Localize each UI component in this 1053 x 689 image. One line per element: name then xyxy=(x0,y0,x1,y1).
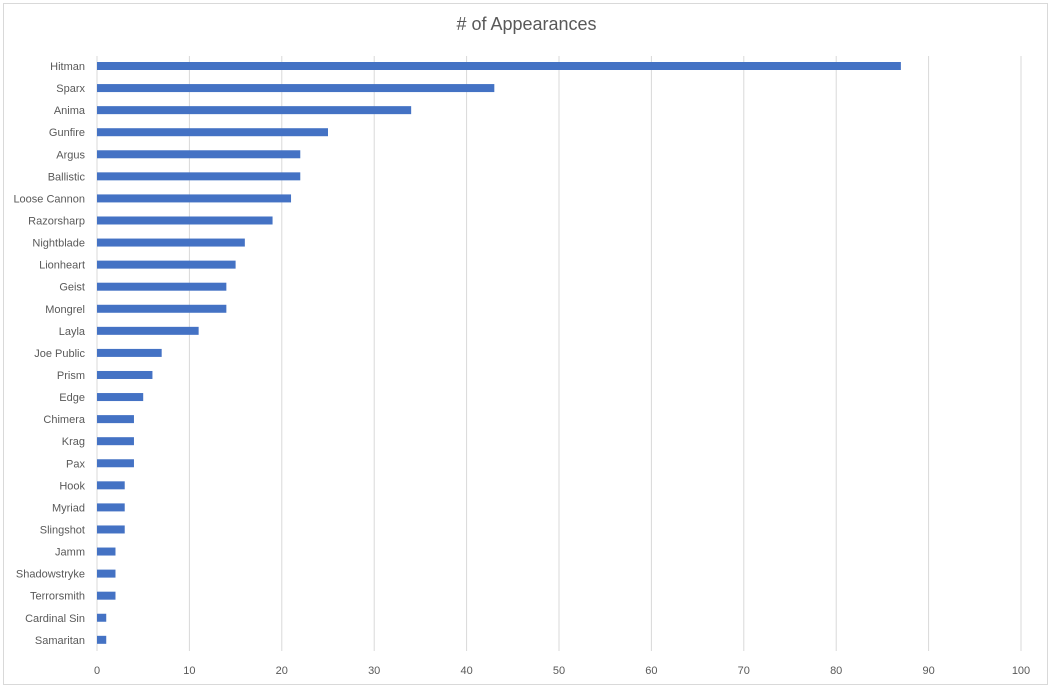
bar xyxy=(97,569,116,578)
bar xyxy=(97,393,144,402)
bar xyxy=(97,150,301,159)
x-tick-label: 80 xyxy=(830,665,842,677)
bar xyxy=(97,260,236,269)
bar xyxy=(97,437,134,446)
bar xyxy=(97,415,134,424)
category-label: Lionheart xyxy=(39,260,85,272)
bar xyxy=(97,106,412,115)
category-label: Prism xyxy=(57,370,85,382)
bar xyxy=(97,503,125,512)
category-label: Argus xyxy=(56,149,85,161)
bar xyxy=(97,613,107,622)
x-tick-label: 90 xyxy=(922,665,934,677)
category-label: Hitman xyxy=(50,61,85,73)
category-label: Samaritan xyxy=(35,635,85,647)
category-label: Chimera xyxy=(43,414,85,426)
category-label: Razorsharp xyxy=(28,215,85,227)
bar xyxy=(97,172,301,181)
category-label: Krag xyxy=(62,436,85,448)
bar xyxy=(97,348,162,357)
category-label: Ballistic xyxy=(48,171,86,183)
category-label: Edge xyxy=(59,392,85,404)
category-label: Slingshot xyxy=(40,524,85,536)
bar xyxy=(97,547,116,556)
x-tick-label: 50 xyxy=(553,665,565,677)
bar xyxy=(97,238,245,247)
bar xyxy=(97,84,495,93)
bar xyxy=(97,282,227,291)
x-tick-label: 0 xyxy=(94,665,100,677)
x-tick-label: 60 xyxy=(645,665,657,677)
x-axis-tick-labels: 0 10 20 30 40 50 60 70 80 90 100 xyxy=(94,665,1030,677)
category-label: Loose Cannon xyxy=(13,193,85,205)
bar xyxy=(97,370,153,379)
category-label: Sparx xyxy=(56,83,85,95)
category-label: Pax xyxy=(66,458,85,470)
x-tick-label: 30 xyxy=(368,665,380,677)
category-label: Hook xyxy=(59,480,85,492)
gridlines xyxy=(96,56,1022,651)
bars xyxy=(97,62,901,644)
category-label: Joe Public xyxy=(34,348,85,360)
bar xyxy=(97,459,134,468)
category-label: Myriad xyxy=(52,502,85,514)
bar xyxy=(97,591,116,600)
category-label: Geist xyxy=(59,282,85,294)
bar xyxy=(97,304,227,313)
x-tick-label: 70 xyxy=(738,665,750,677)
category-label: Jamm xyxy=(55,547,85,559)
bar xyxy=(97,128,328,137)
x-tick-label: 100 xyxy=(1012,665,1030,677)
category-label: Nightblade xyxy=(32,238,85,250)
category-label: Mongrel xyxy=(45,304,85,316)
x-tick-label: 20 xyxy=(276,665,288,677)
bar xyxy=(97,194,292,203)
bar xyxy=(97,481,125,490)
x-tick-label: 10 xyxy=(183,665,195,677)
category-labels: Hitman Sparx Anima Gunfire Argus Ballistic Loo… xyxy=(13,61,85,647)
category-label: Cardinal Sin xyxy=(25,613,85,625)
bar xyxy=(97,525,125,534)
category-label: Gunfire xyxy=(49,127,85,139)
chart-area xyxy=(3,3,1048,685)
x-tick-label: 40 xyxy=(460,665,472,677)
category-label: Layla xyxy=(59,326,86,338)
chart-title: # of Appearances xyxy=(456,14,597,34)
category-label: Shadowstryke xyxy=(16,569,85,581)
category-label: Anima xyxy=(54,105,86,117)
bar xyxy=(97,62,901,70)
bar xyxy=(97,635,107,644)
bar xyxy=(97,216,273,225)
bar xyxy=(97,326,199,335)
category-label: Terrorsmith xyxy=(30,591,85,603)
